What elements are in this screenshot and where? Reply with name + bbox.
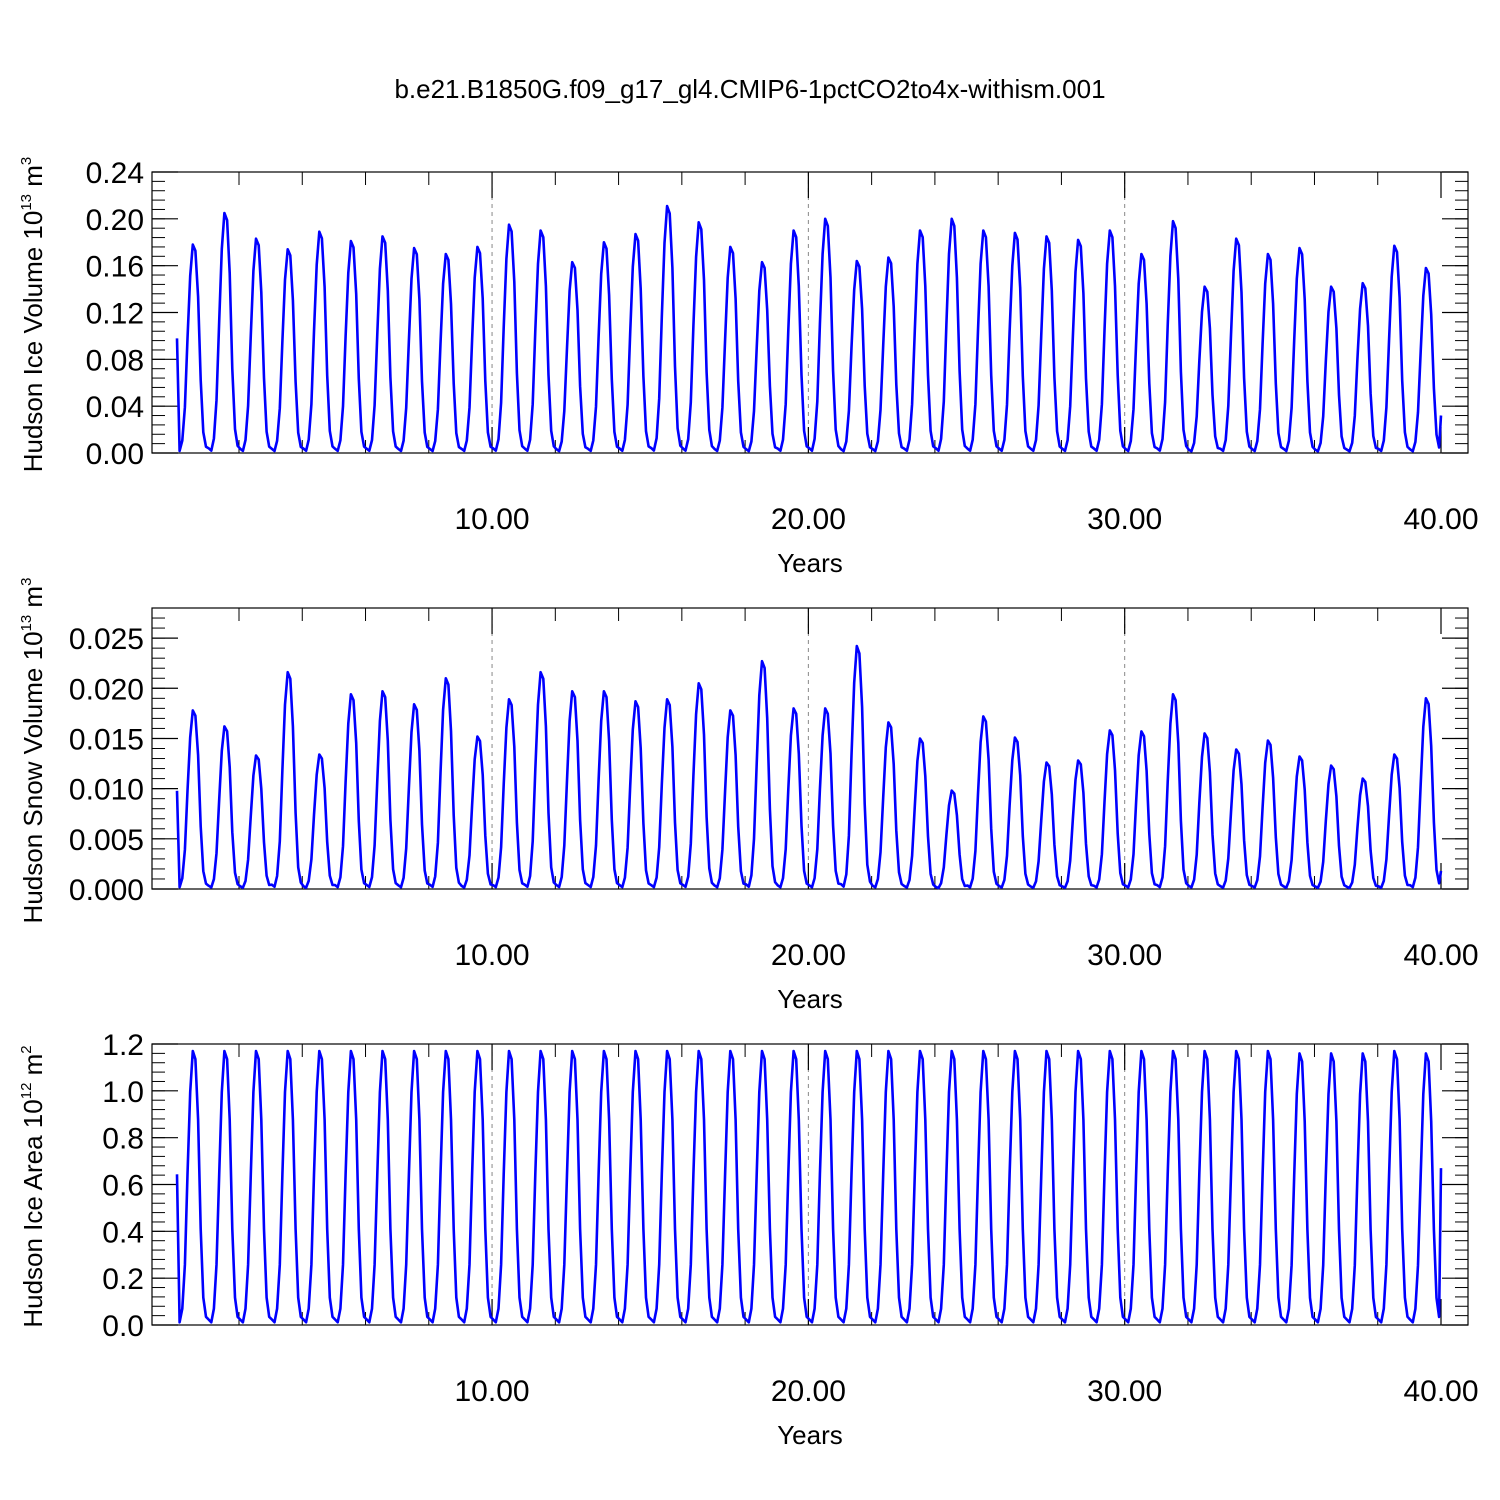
- y-tick-label: 0.015: [69, 723, 144, 756]
- y-tick-label: 1.2: [102, 1029, 144, 1062]
- y-tick-label: 0.2: [102, 1263, 144, 1296]
- x-tick-label: 30.00: [1087, 1375, 1162, 1408]
- figure-title: b.e21.B1850G.f09_g17_gl4.CMIP6-1pctCO2to…: [394, 74, 1105, 104]
- y-axis-title: Hudson Snow Volume 1013 m3: [18, 578, 48, 924]
- y-axis-title: Hudson Ice Area 1012 m2: [18, 1045, 48, 1327]
- x-axis-title: Years: [777, 984, 843, 1014]
- y-tick-label: 0.6: [102, 1170, 144, 1203]
- y-axis-title: Hudson Ice Volume 1013 m3: [18, 157, 48, 473]
- y-tick-label: 0.04: [86, 391, 144, 424]
- series-line: [175, 204, 1443, 453]
- x-tick-label: 20.00: [771, 939, 846, 972]
- series-line: [175, 1049, 1443, 1324]
- y-tick-label: 0.0: [102, 1310, 144, 1343]
- chart-panel-2: 0.000 0.005 0.010 0.015 0.020 0.025 10.00 20.00…: [18, 578, 1479, 1014]
- y-tick-label: 0.00: [86, 438, 144, 471]
- x-tick-label: 20.00: [771, 503, 846, 536]
- x-tick-label: 10.00: [455, 503, 530, 536]
- y-tick-label: 0.16: [86, 251, 144, 284]
- x-tick-label: 40.00: [1403, 939, 1478, 972]
- x-axis-title: Years: [777, 548, 843, 578]
- x-tick-label: 10.00: [455, 1375, 530, 1408]
- y-tick-label: 0.025: [69, 623, 144, 656]
- y-tick-label: 0.005: [69, 824, 144, 857]
- chart-panel-1: 0.00 0.04 0.08 0.12 0.16 0.20 0.24 10.00 20.00 30…: [18, 157, 1479, 578]
- y-tick-label: 0.020: [69, 673, 144, 706]
- x-tick-label: 40.00: [1403, 503, 1478, 536]
- panels: 0.00 0.04 0.08 0.12 0.16 0.20 0.24 10.00 20.00 30…: [18, 157, 1479, 1450]
- series-line: [175, 644, 1443, 890]
- plot-frame: [151, 171, 1469, 454]
- y-tick-label: 0.4: [102, 1216, 144, 1249]
- x-tick-label: 30.00: [1087, 503, 1162, 536]
- y-tick-label: 0.20: [86, 204, 144, 237]
- y-tick-label: 0.12: [86, 298, 144, 331]
- x-tick-label: 30.00: [1087, 939, 1162, 972]
- y-tick-label: 0.000: [69, 874, 144, 907]
- y-tick-label: 0.08: [86, 344, 144, 377]
- chart-panel-3: 0.0 0.2 0.4 0.6 0.8 1.0 1.2 10.00 20.00 30.00 40.0…: [18, 1029, 1479, 1450]
- y-tick-label: 1.0: [102, 1076, 144, 1109]
- y-tick-label: 0.010: [69, 774, 144, 807]
- x-axis-title: Years: [777, 1420, 843, 1450]
- x-tick-label: 10.00: [455, 939, 530, 972]
- x-tick-label: 40.00: [1403, 1375, 1478, 1408]
- y-tick-label: 0.8: [102, 1123, 144, 1156]
- x-tick-label: 20.00: [771, 1375, 846, 1408]
- y-tick-label: 0.24: [86, 157, 144, 190]
